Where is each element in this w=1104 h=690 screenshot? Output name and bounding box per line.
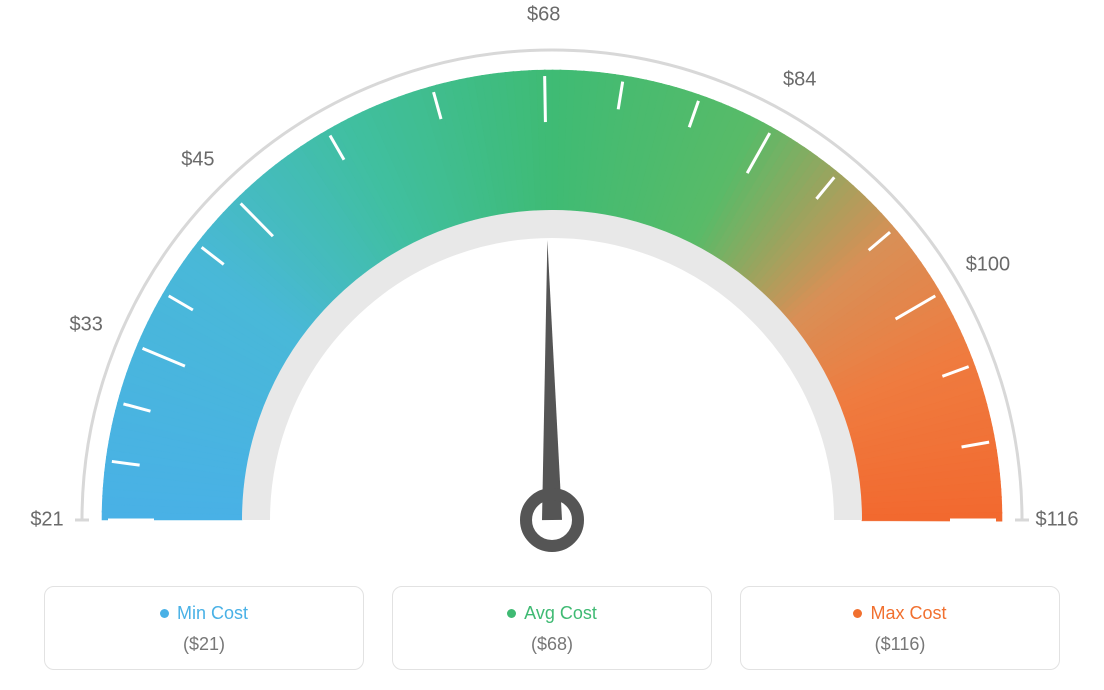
legend-dot-min (160, 609, 169, 618)
gauge-tick-label: $84 (783, 68, 816, 91)
legend-dot-max (853, 609, 862, 618)
legend-row: Min Cost ($21) Avg Cost ($68) Max Cost (… (0, 586, 1104, 670)
gauge-tick-label: $68 (527, 4, 560, 27)
gauge-tick-label: $45 (181, 148, 214, 171)
legend-value-max: ($116) (751, 634, 1049, 655)
legend-value-min: ($21) (55, 634, 353, 655)
legend-label-avg: Avg Cost (524, 603, 597, 624)
gauge-tick-label: $33 (70, 313, 103, 336)
legend-card-min: Min Cost ($21) (44, 586, 364, 670)
legend-card-avg: Avg Cost ($68) (392, 586, 712, 670)
legend-title-max: Max Cost (853, 603, 946, 624)
gauge-tick-label: $21 (30, 509, 63, 532)
gauge-chart: $21 $33 $45 $68 $84 $100 $116 (0, 0, 1104, 560)
legend-title-avg: Avg Cost (507, 603, 597, 624)
gauge-svg (0, 0, 1104, 560)
legend-dot-avg (507, 609, 516, 618)
gauge-tick-label: $116 (1035, 509, 1078, 532)
legend-title-min: Min Cost (160, 603, 248, 624)
legend-card-max: Max Cost ($116) (740, 586, 1060, 670)
legend-label-min: Min Cost (177, 603, 248, 624)
gauge-tick-label: $100 (966, 254, 1011, 277)
legend-label-max: Max Cost (870, 603, 946, 624)
legend-value-avg: ($68) (403, 634, 701, 655)
